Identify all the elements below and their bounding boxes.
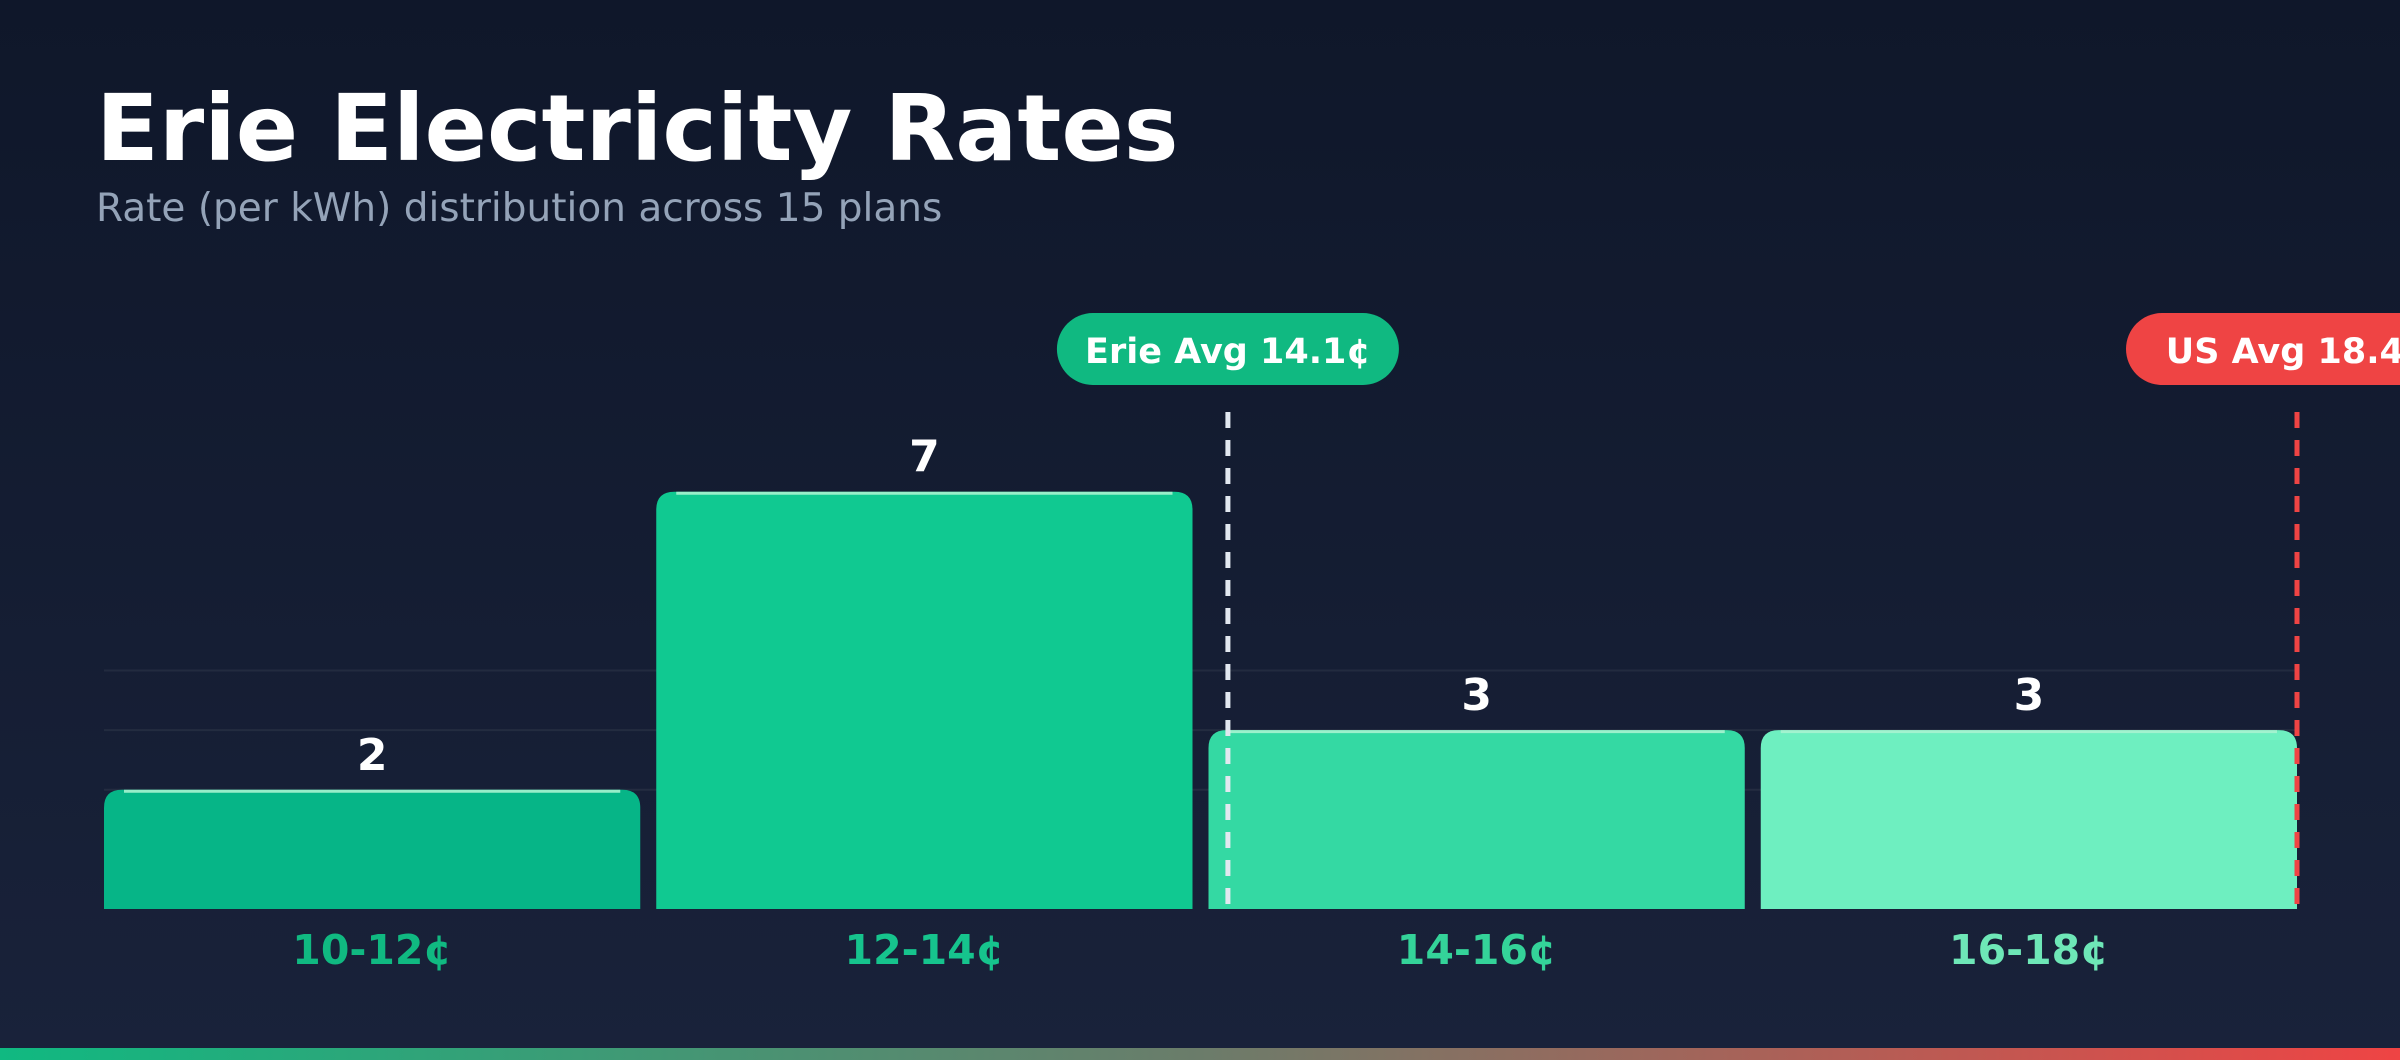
reference-badge-2 <box>2126 313 2400 385</box>
category-label-2: 12-14¢ <box>845 926 1005 974</box>
reference-badge-1 <box>1056 313 1399 385</box>
category-label-4: 16-18¢ <box>1949 926 2109 974</box>
value-label-2: 7 <box>909 432 940 483</box>
reference-label-1: Erie Avg 14.1¢ <box>1085 332 1371 372</box>
bar-2 <box>656 491 1193 909</box>
bottom-accent-bar <box>0 1048 2400 1060</box>
bar-4 <box>1760 730 2297 909</box>
page-subtitle: Rate (per kWh) distribution across 15 pl… <box>96 186 943 231</box>
value-label-1: 2 <box>357 730 388 781</box>
page-title: Erie Electricity Rates <box>96 75 1179 182</box>
category-label-3: 14-16¢ <box>1397 926 1557 974</box>
bar-1 <box>104 789 641 909</box>
category-label-1: 10-12¢ <box>292 926 452 974</box>
value-label-4: 3 <box>2014 670 2045 721</box>
value-label-3: 3 <box>1461 670 1492 721</box>
reference-label-2: US Avg 18.4¢ <box>2166 332 2400 372</box>
bar-3 <box>1208 730 1745 909</box>
